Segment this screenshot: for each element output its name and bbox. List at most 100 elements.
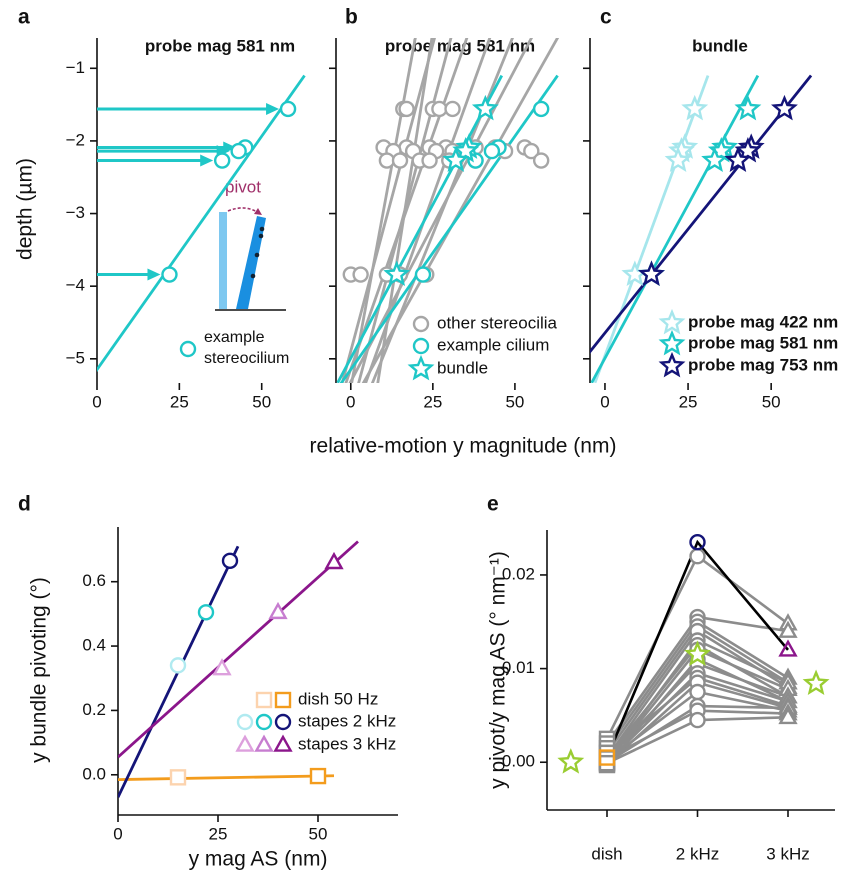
x-tick-label: 25: [679, 392, 698, 411]
fit-line: [593, 75, 710, 383]
series-line: [605, 539, 789, 759]
panel-label: e: [487, 493, 499, 516]
point: [598, 749, 616, 766]
legend-marker: [412, 315, 430, 333]
x-tick-label: 25: [209, 824, 228, 843]
legend-marker: [274, 691, 292, 709]
legend-marker: [273, 734, 293, 752]
point: [778, 620, 798, 638]
x-tick-label: 50: [252, 392, 271, 411]
x-tick-label: 25: [170, 392, 189, 411]
point: [771, 94, 798, 121]
x-tick-label: dish: [591, 844, 622, 863]
point: [471, 94, 499, 121]
y-tick-label: 0.00: [502, 752, 535, 771]
point: [734, 94, 762, 121]
point: [778, 639, 798, 657]
inset-rest-bar: [219, 212, 227, 309]
x-axis-label: y mag AS (nm): [189, 848, 328, 871]
inset-arrow: [227, 207, 260, 214]
fit-line: [344, 38, 469, 383]
y-tick-label: 0.02: [502, 564, 535, 583]
legend-label: dish 50 Hz: [298, 689, 378, 708]
point: [169, 769, 187, 786]
legend-text: example stereocilium: [204, 329, 290, 367]
legend-label: probe mag 753 nm: [688, 355, 838, 374]
panel-label: c: [600, 6, 612, 29]
legend-marker: [255, 691, 273, 709]
point: [681, 94, 709, 121]
inset-pivot-bar: [236, 216, 266, 309]
y-tick-label: −3: [66, 203, 85, 222]
panel-label: d: [18, 493, 31, 516]
legend-label: stapes 3 kHz: [298, 734, 396, 753]
point: [431, 100, 448, 118]
x-tick-label: 0: [600, 392, 609, 411]
legend-marker: [658, 351, 686, 378]
fit-line: [590, 74, 760, 383]
point: [268, 601, 288, 620]
point: [378, 152, 396, 169]
inset-dot: [259, 226, 265, 232]
arrow-head: [200, 154, 214, 167]
fit-line: [339, 74, 559, 383]
panel-label: b: [345, 6, 358, 29]
point: [324, 551, 344, 570]
y-tick-label: −5: [66, 348, 85, 367]
x-tick-label: 3 kHz: [766, 844, 809, 863]
point: [169, 657, 187, 674]
point: [221, 552, 239, 569]
fit-line: [118, 774, 335, 782]
fit-line: [590, 74, 813, 354]
legend-marker: [658, 329, 686, 356]
point: [352, 266, 369, 283]
chart-title: probe mag 581 nm: [385, 36, 535, 55]
legend-marker: [236, 713, 254, 731]
point: [421, 152, 438, 169]
legend-label: example cilium: [437, 335, 549, 354]
y-tick-label: −1: [66, 58, 85, 77]
legend-marker: [255, 713, 273, 731]
arrow-head: [266, 102, 280, 115]
fit-line: [340, 38, 436, 383]
y-tick-label: 0.0: [82, 764, 106, 783]
pivot-inset: pivot: [215, 177, 286, 311]
legend-marker: [254, 734, 274, 752]
point: [213, 152, 231, 169]
legend-marker: [412, 337, 430, 355]
legend-marker: [179, 340, 197, 358]
panel-label: a: [18, 6, 30, 29]
legend-label: probe mag 422 nm: [688, 312, 838, 331]
point: [444, 100, 461, 118]
point: [532, 100, 550, 118]
point: [684, 640, 711, 666]
inset-dot: [250, 273, 256, 279]
fit-line: [376, 38, 434, 383]
y-axis-label: y bundle pivoting (°): [28, 577, 51, 763]
point: [197, 604, 215, 621]
point: [279, 100, 297, 118]
y-axis-label: depth (µm): [14, 158, 37, 260]
point: [309, 767, 327, 785]
x-axis-label: relative-motion y magnitude (nm): [310, 435, 617, 458]
x-tick-label: 2 kHz: [676, 844, 719, 863]
point: [398, 100, 415, 118]
point: [442, 146, 470, 172]
chart-title: bundle: [692, 36, 748, 55]
point: [802, 669, 830, 696]
point: [689, 711, 706, 729]
annotation: pivot: [225, 177, 261, 196]
x-tick-label: 0: [92, 392, 101, 411]
legend-label: stapes 2 kHz: [298, 711, 396, 730]
legend-marker: [407, 354, 435, 381]
point: [689, 683, 706, 701]
y-tick-label: 0.01: [502, 658, 535, 677]
point: [724, 146, 752, 172]
y-axis-label: y pivot/y mag AS (° nm⁻¹): [487, 551, 510, 789]
arrow-head: [147, 268, 161, 281]
legend-marker: [274, 713, 292, 731]
y-tick-label: 0.2: [82, 700, 106, 719]
legend-label: other stereocilia: [437, 313, 558, 332]
point: [391, 152, 409, 169]
fit-line: [361, 38, 560, 383]
